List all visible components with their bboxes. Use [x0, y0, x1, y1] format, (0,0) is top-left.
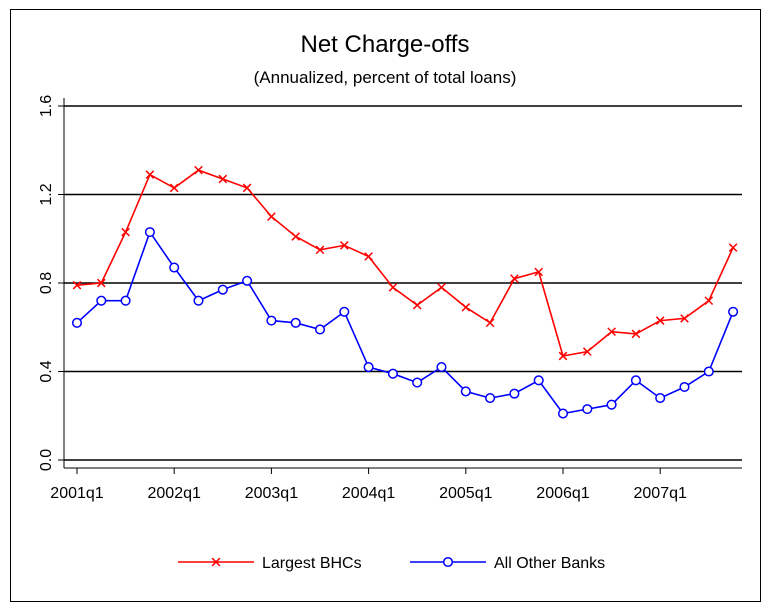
series-all-other-banks	[71, 227, 739, 419]
data-point	[314, 324, 326, 335]
data-point	[267, 212, 276, 221]
data-point	[96, 278, 106, 288]
data-point	[315, 245, 325, 255]
data-point	[510, 274, 519, 283]
data-point	[96, 295, 107, 306]
x-axis: 2001q1 2002q1 2003q1 2004q1 2005q1 2006q1 2007…	[50, 467, 742, 502]
data-point	[728, 306, 739, 317]
series-layer	[71, 165, 739, 419]
x-tick-label: 2003q1	[245, 485, 298, 502]
legend-item: All Other Banks	[410, 555, 605, 572]
data-point	[339, 241, 349, 250]
data-point	[534, 267, 544, 277]
y-tick-label: 1.6	[38, 95, 55, 117]
data-point	[364, 252, 373, 261]
data-point	[266, 315, 277, 326]
x-tick-label: 2004q1	[342, 485, 395, 502]
series-line	[76, 230, 734, 415]
data-point	[607, 327, 616, 337]
chart-subtitle: (Annualized, percent of total loans)	[254, 68, 517, 87]
legend-label: All Other Banks	[494, 555, 605, 572]
y-tick-label: 0.4	[38, 360, 55, 382]
data-point	[606, 399, 617, 410]
data-point	[630, 375, 641, 386]
data-point	[144, 227, 155, 238]
data-point	[655, 316, 665, 325]
data-point	[680, 314, 689, 323]
data-point	[412, 377, 423, 388]
data-point	[72, 280, 82, 290]
data-point	[728, 243, 738, 252]
data-point	[121, 227, 130, 237]
data-point	[704, 296, 714, 306]
data-point	[363, 362, 374, 373]
data-point	[461, 303, 471, 312]
x-tick-label: 2006q1	[536, 485, 589, 502]
data-point	[120, 295, 131, 306]
data-point	[242, 183, 252, 193]
data-point	[194, 165, 203, 175]
data-point	[387, 368, 398, 379]
legend-marker	[442, 556, 454, 568]
series-line	[76, 169, 734, 357]
data-point	[291, 232, 301, 241]
legend: Largest BHCs All Other Banks	[178, 555, 605, 572]
data-point	[169, 183, 179, 193]
data-point	[437, 283, 446, 292]
x-tick-label: 2002q1	[148, 485, 201, 502]
legend-item: Largest BHCs	[178, 555, 362, 572]
data-point	[71, 317, 83, 328]
data-point	[242, 275, 253, 286]
data-point	[388, 283, 398, 292]
data-point	[218, 174, 228, 184]
chart-title: Net Charge-offs	[301, 31, 470, 58]
data-point	[557, 408, 569, 419]
data-point	[558, 351, 568, 361]
data-point	[290, 317, 301, 328]
chart-frame	[10, 9, 761, 602]
data-point	[339, 306, 350, 317]
data-point	[485, 318, 495, 328]
data-point	[193, 295, 204, 306]
data-point	[679, 381, 690, 393]
data-point	[485, 393, 496, 404]
data-point	[460, 386, 471, 397]
data-point	[582, 404, 593, 415]
data-point	[145, 170, 155, 179]
legend-marker	[211, 557, 221, 567]
data-point	[217, 284, 228, 295]
data-point	[436, 362, 447, 373]
y-tick-label: 1.2	[38, 183, 55, 205]
data-point	[509, 388, 520, 399]
legend-label: Largest BHCs	[262, 555, 362, 572]
y-tick-label: 0.8	[38, 272, 55, 294]
data-point	[412, 300, 422, 310]
gridlines	[64, 105, 742, 461]
data-point	[655, 393, 666, 404]
data-point	[533, 375, 544, 386]
data-point	[703, 366, 714, 377]
x-tick-label: 2005q1	[439, 485, 492, 502]
x-tick-label: 2007q1	[634, 485, 687, 502]
series-largest-bhcs	[72, 165, 738, 361]
x-tick-label: 2001q1	[50, 485, 103, 502]
data-point	[169, 262, 180, 273]
data-point	[582, 347, 592, 356]
y-axis: 0.0 0.4 0.8 1.2 1.6	[38, 95, 65, 471]
data-point	[631, 329, 641, 339]
y-tick-label: 0.0	[38, 449, 55, 471]
